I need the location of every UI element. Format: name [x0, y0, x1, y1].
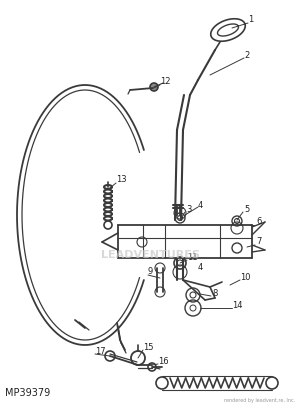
Text: 11: 11 — [187, 254, 197, 263]
Text: 15: 15 — [143, 344, 154, 353]
Text: MP39379: MP39379 — [5, 388, 50, 398]
Text: 1: 1 — [248, 16, 253, 25]
Text: LEADVENTURES: LEADVENTURES — [100, 250, 200, 260]
Circle shape — [150, 83, 158, 91]
Text: 9: 9 — [148, 267, 153, 276]
Text: 10: 10 — [240, 274, 250, 283]
Text: 4: 4 — [198, 263, 203, 272]
Text: 8: 8 — [212, 288, 218, 297]
Text: 3: 3 — [186, 205, 191, 214]
Text: 14: 14 — [232, 301, 242, 310]
Text: rendered by leadvent.re, Inc.: rendered by leadvent.re, Inc. — [224, 398, 295, 403]
Text: 4: 4 — [198, 200, 203, 209]
Text: 7: 7 — [256, 238, 261, 247]
Text: 6: 6 — [256, 218, 261, 227]
Text: 17: 17 — [95, 348, 106, 357]
Text: 12: 12 — [160, 77, 170, 86]
Text: 13: 13 — [116, 175, 127, 184]
Text: 2: 2 — [244, 50, 249, 59]
Text: 16: 16 — [158, 357, 169, 366]
Text: 5: 5 — [244, 205, 249, 214]
